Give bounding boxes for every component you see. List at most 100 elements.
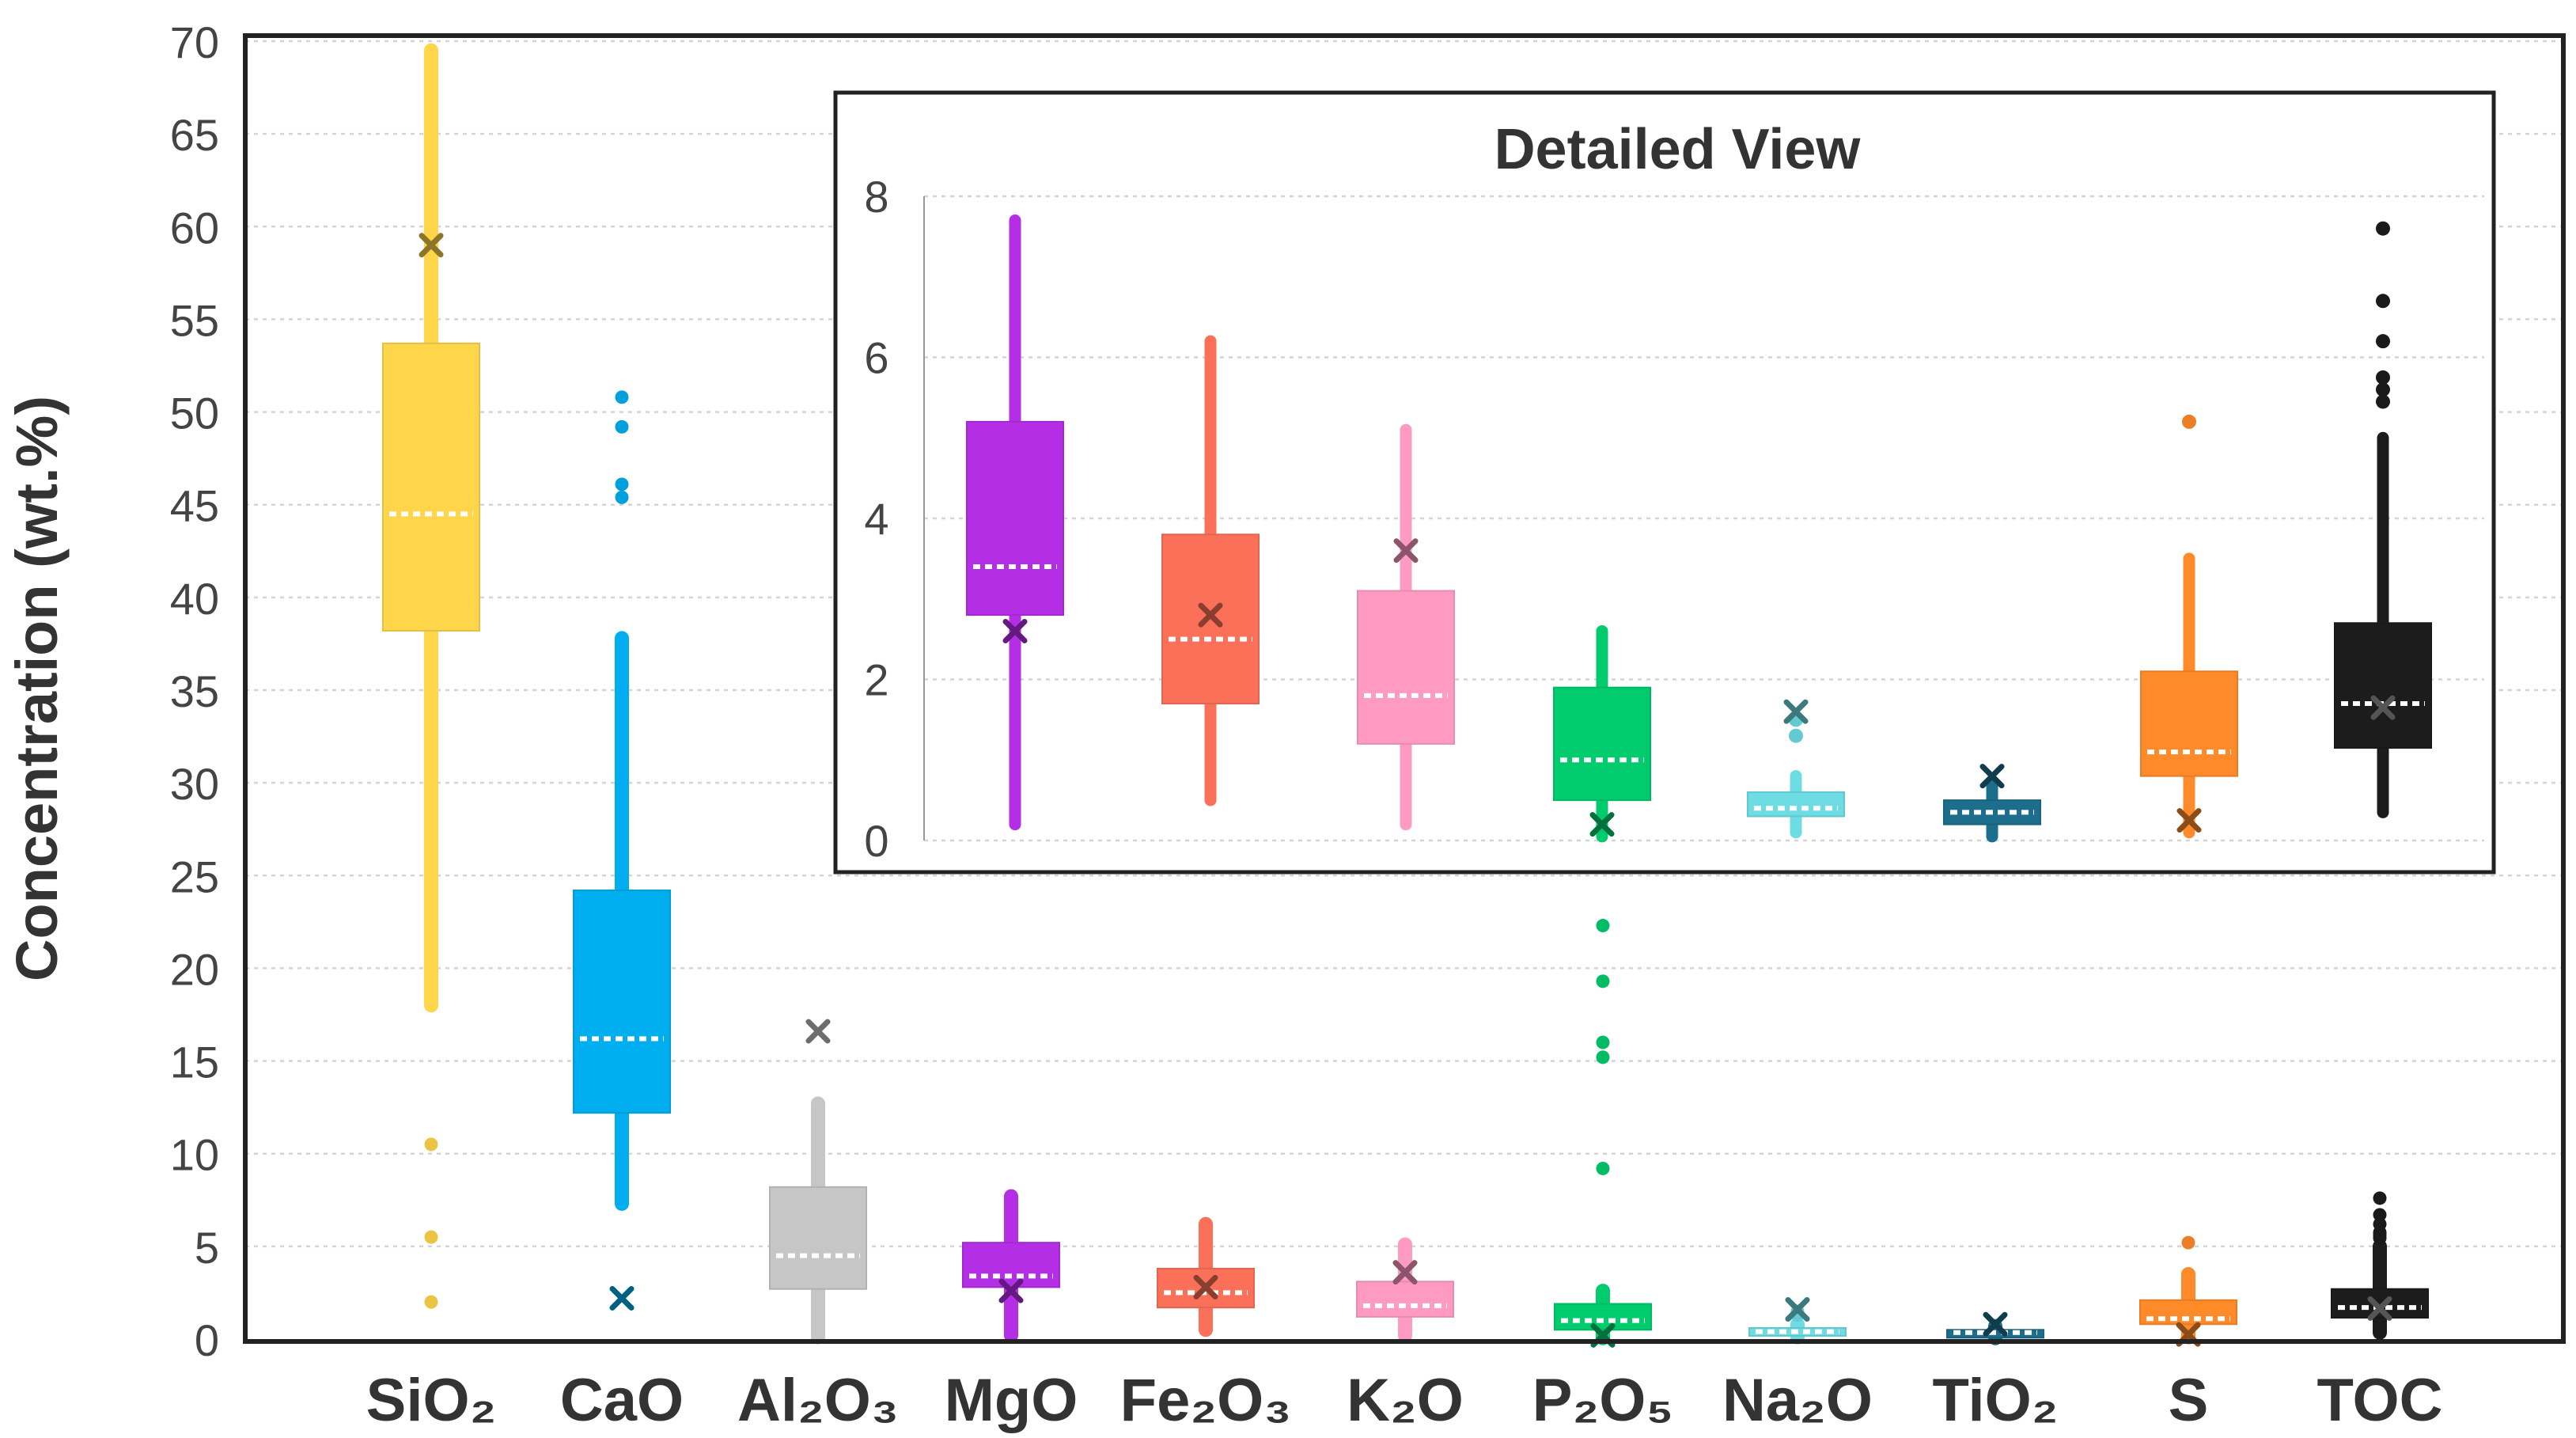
main-iqr-box-mgo [962, 1242, 1060, 1288]
inset-mean-marker-p2o5 [1589, 812, 1615, 837]
inset-box-na2o [1747, 699, 1845, 839]
main-y-tick-label: 50 [170, 389, 219, 438]
main-box-fe2o3 [1157, 1216, 1255, 1337]
main-box-mgo [962, 1189, 1060, 1343]
category-label-na2o: Na₂O [1722, 1367, 1873, 1434]
inset-title: Detailed View [1494, 118, 1862, 181]
inset-box-fe2o3 [1161, 335, 1260, 806]
category-label-al2o3: Al₂O₃ [737, 1367, 899, 1434]
main-iqr-box-cao [573, 890, 671, 1114]
main-box-k2o [1356, 1237, 1454, 1343]
main-outlier-sio2 [424, 1230, 438, 1244]
main-mean-marker-k2o [1392, 1260, 1418, 1285]
inset-iqr-box-k2o [1357, 590, 1455, 745]
inset-mean-marker-k2o [1393, 538, 1419, 563]
main-mean-marker-fe2o3 [1193, 1274, 1218, 1300]
inset-box-mgo [966, 214, 1064, 831]
inset-box-s [2140, 414, 2238, 839]
category-label-sio2: SiO₂ [366, 1367, 497, 1434]
main-box-sio2 [382, 43, 480, 1309]
main-y-tick-label: 15 [170, 1038, 219, 1087]
inset-mean-marker-mgo [1002, 618, 1028, 643]
inset-box-tio2 [1943, 764, 2041, 843]
main-outlier-toc [2373, 1191, 2387, 1205]
inset-outlier-toc [2376, 294, 2390, 309]
main-mean-marker-al2o3 [805, 1019, 831, 1044]
inset-y-tick-label: 2 [864, 655, 888, 705]
main-box-toc [2331, 1191, 2429, 1340]
category-label-tio2: TiO₂ [1932, 1367, 2058, 1434]
main-y-axis-ticks: 0 5 10 15 20 25 30 35 40 45 50 55 60 65 70 [170, 17, 219, 1365]
main-box-tio2 [1946, 1311, 2044, 1345]
inset-outlier-toc [2376, 382, 2390, 397]
main-y-tick-label: 70 [170, 17, 219, 67]
main-y-tick-label: 30 [170, 759, 219, 809]
main-mean-marker-sio2 [419, 233, 444, 258]
inset-outlier-toc [2376, 370, 2390, 385]
inset-iqr-box-toc [2334, 622, 2432, 749]
main-outlier-cao [615, 490, 629, 504]
main-outlier-cao [615, 477, 629, 491]
main-mean-marker-mgo [998, 1278, 1024, 1303]
inset-mean-marker-toc [2370, 695, 2396, 720]
main-box-al2o3 [769, 1019, 867, 1345]
main-iqr-box-al2o3 [769, 1186, 867, 1290]
category-label-s: S [2169, 1367, 2209, 1434]
main-y-tick-label: 40 [170, 574, 219, 624]
main-y-tick-label: 0 [195, 1315, 219, 1365]
inset-y-axis-ticks: 0 2 4 6 8 [864, 172, 888, 866]
main-outlier-toc [2373, 1231, 2387, 1245]
inset-box-series [966, 214, 2432, 843]
inset-iqr-box-fe2o3 [1161, 533, 1260, 705]
inset-box-p2o5 [1553, 624, 1651, 843]
category-label-p2o5: P₂O₅ [1532, 1367, 1673, 1434]
inset-outlier-s [2182, 414, 2196, 429]
inset-mean-marker-fe2o3 [1198, 602, 1223, 628]
inset-outlier-toc [2376, 394, 2390, 409]
main-y-tick-label: 25 [170, 852, 219, 901]
inset-outlier-toc [2376, 334, 2390, 349]
main-mean-marker-na2o [1785, 1297, 1810, 1322]
main-y-tick-label: 10 [170, 1130, 219, 1180]
main-outlier-toc [2373, 1208, 2387, 1222]
main-box-series [382, 43, 2429, 1348]
main-mean-marker-cao [609, 1285, 635, 1311]
main-box-cao [573, 390, 671, 1311]
y-axis-label: Concentration (wt.%) [4, 396, 70, 981]
category-label-fe2o3: Fe₂O₃ [1120, 1367, 1292, 1434]
inset-iqr-box-mgo [966, 420, 1064, 617]
inset-iqr-box-na2o [1747, 791, 1845, 818]
category-label-toc: TOC [2317, 1367, 2442, 1434]
category-label-k2o: K₂O [1347, 1367, 1464, 1434]
main-y-tick-label: 5 [195, 1223, 219, 1273]
main-box-na2o [1748, 1297, 1847, 1345]
main-outlier-p2o5 [1596, 1161, 1610, 1175]
main-outlier-sio2 [424, 1137, 438, 1152]
main-box-s [2139, 1235, 2237, 1347]
inset-outlier-na2o [1789, 728, 1803, 743]
main-mean-marker-toc [2367, 1296, 2392, 1321]
main-outlier-sio2 [424, 1295, 438, 1309]
category-label-cao: CaO [560, 1367, 684, 1434]
main-y-tick-label: 35 [170, 666, 219, 716]
inset-frame [833, 90, 2496, 875]
inset-y-tick-label: 0 [864, 816, 888, 866]
inset-outlier-toc [2376, 221, 2390, 236]
main-outlier-p2o5 [1596, 1050, 1610, 1064]
inset-mean-marker-na2o [1783, 699, 1809, 724]
main-iqr-box-toc [2331, 1288, 2429, 1319]
main-outlier-p2o5 [1596, 919, 1610, 933]
main-iqr-box-k2o [1356, 1281, 1454, 1318]
inset-box-k2o [1357, 423, 1455, 831]
inset-iqr-box-s [2140, 670, 2238, 777]
detailed-view-inset: 0 2 4 6 8 Detailed View [833, 90, 2496, 875]
main-y-tick-label: 20 [170, 944, 219, 994]
main-outlier-cao [615, 419, 629, 434]
inset-box-toc [2334, 221, 2432, 818]
main-y-tick-label: 55 [170, 295, 219, 345]
main-x-axis-categories: SiO₂ CaO Al₂O₃ MgO Fe₂O₃ K₂O P₂O₅ Na₂O TiO₂ S TOC [366, 1367, 2443, 1434]
main-y-tick-label: 60 [170, 203, 219, 252]
main-y-tick-label: 45 [170, 481, 219, 531]
inset-y-tick-label: 6 [864, 333, 888, 383]
